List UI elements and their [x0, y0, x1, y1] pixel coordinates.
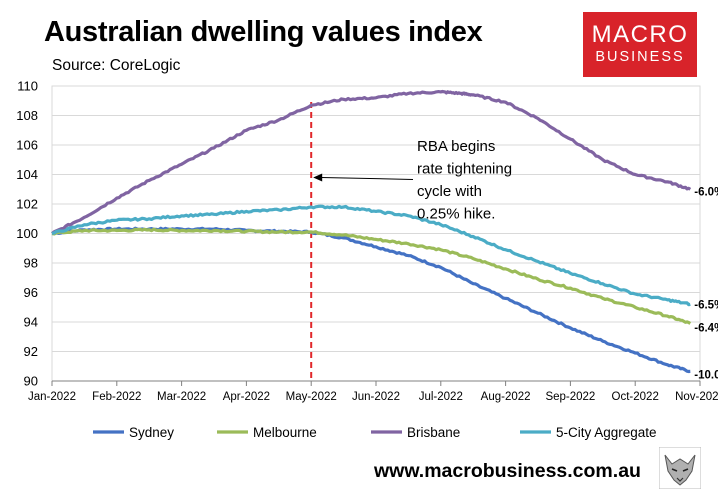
end-label-melbourne: -6.4%	[694, 322, 718, 334]
annotation-line: cycle with	[417, 183, 482, 200]
legend-label: 5-City Aggregate	[556, 425, 657, 440]
y-tick-label: 106	[16, 138, 38, 153]
x-tick-label: Nov-2022	[675, 391, 718, 403]
annotation-arrow	[321, 176, 414, 180]
y-tick-label: 90	[24, 374, 38, 389]
series-line-brisbane	[51, 89, 692, 235]
legend-label: Brisbane	[407, 425, 460, 440]
end-label-brisbane: -6.0%	[694, 186, 718, 198]
end-label-5-city-aggregate: -6.5%	[694, 299, 718, 311]
x-tick-label: Sep-2022	[545, 391, 595, 403]
x-tick-label: Feb-2022	[92, 391, 141, 403]
footer-url: www.macrobusiness.com.au	[374, 460, 641, 482]
y-tick-label: 110	[17, 79, 38, 94]
x-tick-label: Jul-2022	[419, 391, 463, 403]
legend-label: Melbourne	[253, 425, 317, 440]
annotation-arrowhead	[313, 173, 323, 182]
annotation-line: 0.25% hike.	[417, 206, 495, 223]
y-tick-label: 100	[16, 226, 38, 241]
y-tick-label: 96	[24, 285, 38, 300]
macrobusiness-logo: MACRO BUSINESS	[583, 12, 697, 77]
y-tick-label: 102	[16, 197, 38, 212]
annotation-line: RBA begins	[417, 138, 495, 155]
x-tick-label: Apr-2022	[223, 391, 270, 403]
x-tick-label: May-2022	[286, 391, 337, 403]
chart-title: Australian dwelling values index	[44, 16, 483, 48]
series-line-sydney	[51, 226, 691, 374]
y-tick-label: 92	[24, 344, 38, 359]
annotation-line: rate tightening	[417, 161, 512, 178]
y-tick-label: 98	[24, 256, 38, 271]
chart-source: Source: CoreLogic	[52, 57, 181, 74]
logo-line-1: MACRO	[591, 21, 689, 48]
x-tick-label: Mar-2022	[157, 391, 206, 403]
legend-label: Sydney	[129, 425, 174, 440]
x-tick-label: Oct-2022	[612, 391, 659, 403]
series-line-5-city-aggregate	[51, 204, 691, 307]
end-label-sydney: -10.0%	[694, 369, 718, 381]
y-tick-label: 104	[16, 167, 38, 182]
wolf-logo-icon	[659, 447, 701, 489]
x-tick-label: Jun-2022	[352, 391, 400, 403]
logo-line-2: BUSINESS	[595, 49, 685, 65]
x-tick-label: Aug-2022	[481, 391, 531, 403]
y-tick-label: 108	[16, 108, 38, 123]
x-tick-label: Jan-2022	[28, 391, 76, 403]
y-tick-label: 94	[24, 315, 38, 330]
series-line-melbourne	[51, 227, 692, 325]
